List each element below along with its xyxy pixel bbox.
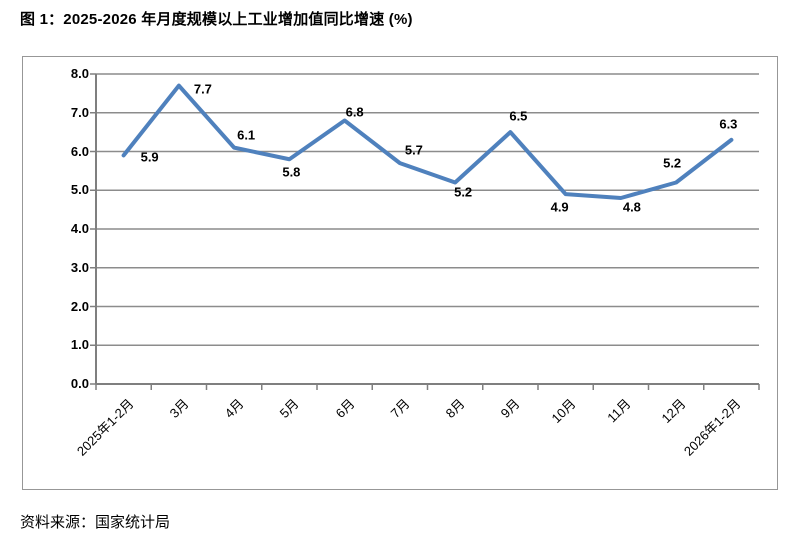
data-label: 4.9: [550, 199, 569, 215]
series-line: [121, 83, 734, 200]
data-label: 5.2: [663, 155, 682, 170]
plot-canvas: [90, 73, 760, 390]
data-label: 5.8: [282, 164, 301, 180]
y-axis-tick-label: 5.0: [70, 182, 89, 198]
y-axis-tick-label: 7.0: [70, 104, 89, 120]
y-axis-tick-label: 8.0: [70, 66, 89, 81]
y-axis-tick-label: 2.0: [70, 298, 89, 314]
y-axis-tick-label: 3.0: [70, 259, 89, 275]
data-label: 5.7: [404, 142, 423, 158]
data-label: 6.8: [345, 104, 364, 119]
source-note: 资料来源：国家统计局: [20, 514, 171, 531]
data-label: 6.3: [719, 116, 738, 132]
data-label: 5.9: [140, 149, 159, 165]
data-label: 5.2: [454, 184, 473, 199]
y-axis-tick-label: 4.0: [70, 221, 89, 236]
data-label: 6.1: [237, 127, 256, 143]
chart-title: 图 1：2025-2026 年月度规模以上工业增加值同比增速 (%): [20, 11, 413, 28]
y-axis-tick-label: 1.0: [70, 337, 89, 353]
data-label: 6.5: [509, 108, 528, 124]
y-axis-tick-label: 0.0: [70, 376, 89, 391]
chart-area: 0.0 1.0 2.0 3.0 4.0 5.0 6.0 7.0 8.0 2025年1-2月 3月 4…: [22, 56, 778, 490]
y-axis-tick-label: 6.0: [70, 143, 89, 159]
data-label: 4.8: [622, 199, 641, 215]
data-label: 7.7: [193, 81, 212, 97]
